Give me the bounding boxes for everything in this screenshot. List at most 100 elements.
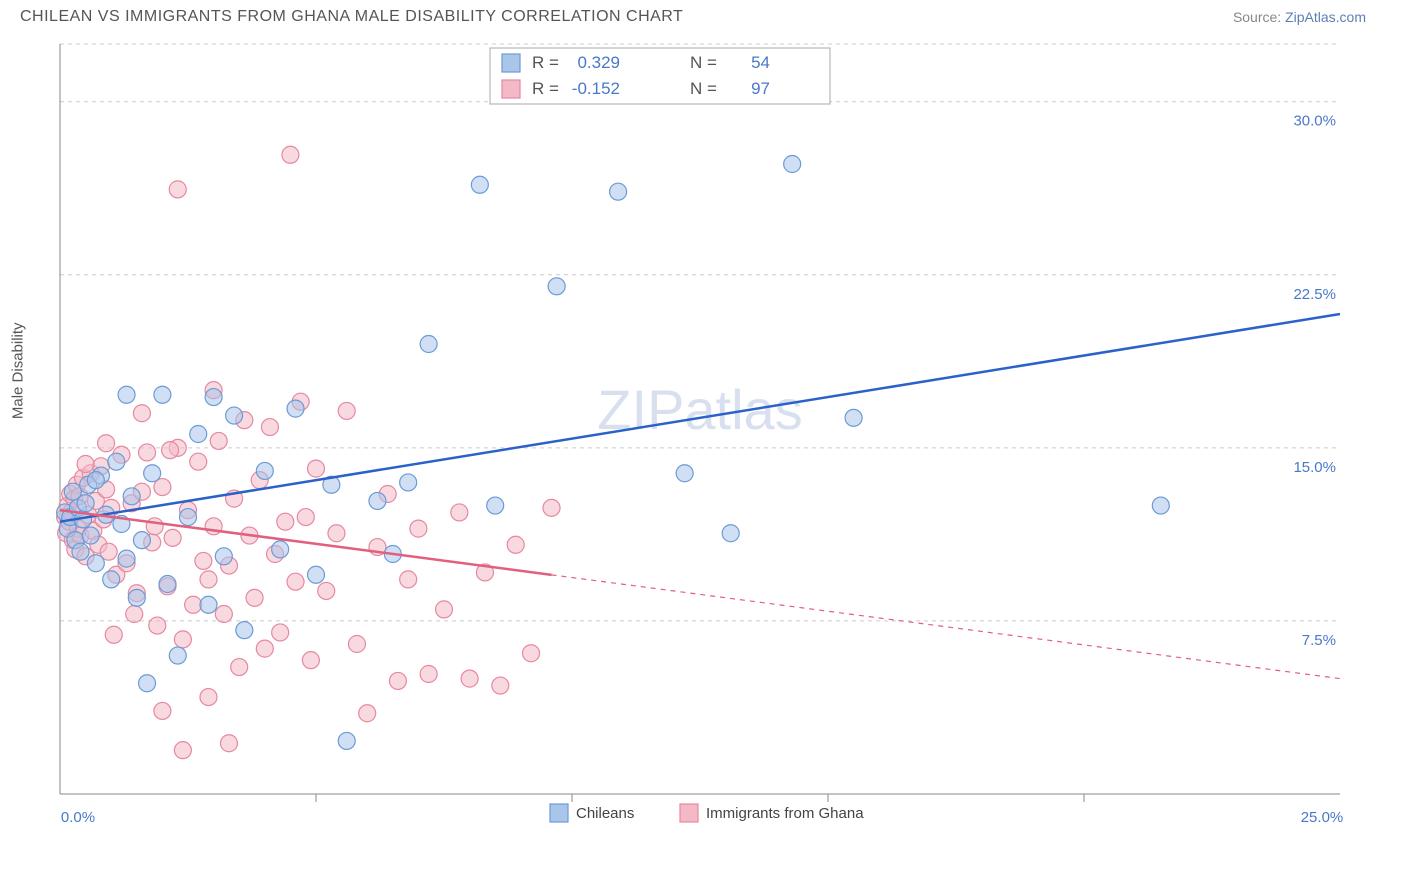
scatter-point bbox=[784, 156, 801, 173]
source-link[interactable]: ZipAtlas.com bbox=[1285, 9, 1366, 25]
scatter-point bbox=[400, 571, 417, 588]
scatter-point bbox=[287, 573, 304, 590]
scatter-point bbox=[133, 405, 150, 422]
y-tick-label: 30.0% bbox=[1293, 113, 1336, 130]
scatter-point bbox=[338, 402, 355, 419]
scatter-point bbox=[200, 571, 217, 588]
scatter-point bbox=[164, 529, 181, 546]
legend-swatch bbox=[550, 804, 568, 822]
scatter-point bbox=[82, 527, 99, 544]
scatter-point bbox=[1152, 497, 1169, 514]
scatter-point bbox=[144, 465, 161, 482]
scatter-point bbox=[154, 702, 171, 719]
scatter-point bbox=[328, 525, 345, 542]
scatter-point bbox=[282, 146, 299, 163]
scatter-point bbox=[420, 666, 437, 683]
scatter-point bbox=[215, 606, 232, 623]
x-tick-label: 0.0% bbox=[61, 809, 95, 826]
trend-line-extrapolated bbox=[552, 575, 1340, 679]
scatter-point bbox=[180, 509, 197, 526]
scatter-point bbox=[308, 566, 325, 583]
scatter-point bbox=[139, 675, 156, 692]
scatter-point bbox=[410, 520, 427, 537]
scatter-point bbox=[318, 582, 335, 599]
scatter-point bbox=[487, 497, 504, 514]
legend-swatch bbox=[502, 54, 520, 72]
scatter-chart: 7.5%15.0%22.5%30.0%0.0%25.0%ZIPatlasR =0… bbox=[50, 34, 1366, 884]
scatter-point bbox=[108, 453, 125, 470]
scatter-point bbox=[72, 543, 89, 560]
scatter-point bbox=[105, 626, 122, 643]
watermark: ZIPatlas bbox=[597, 378, 802, 441]
scatter-point bbox=[200, 689, 217, 706]
legend-label: Immigrants from Ghana bbox=[706, 805, 864, 822]
scatter-point bbox=[77, 495, 94, 512]
scatter-point bbox=[174, 631, 191, 648]
y-tick-label: 15.0% bbox=[1293, 459, 1336, 476]
scatter-point bbox=[169, 181, 186, 198]
scatter-point bbox=[128, 589, 145, 606]
scatter-point bbox=[471, 176, 488, 193]
scatter-point bbox=[195, 552, 212, 569]
scatter-point bbox=[205, 389, 222, 406]
scatter-point bbox=[297, 509, 314, 526]
scatter-point bbox=[159, 576, 176, 593]
scatter-point bbox=[272, 624, 289, 641]
scatter-point bbox=[261, 419, 278, 436]
scatter-point bbox=[507, 536, 524, 553]
scatter-point bbox=[308, 460, 325, 477]
scatter-point bbox=[220, 735, 237, 752]
stats-n-label: N = bbox=[690, 79, 717, 98]
scatter-point bbox=[256, 640, 273, 657]
stats-r-value: 0.329 bbox=[577, 53, 620, 72]
scatter-point bbox=[87, 555, 104, 572]
scatter-point bbox=[139, 444, 156, 461]
scatter-point bbox=[126, 606, 143, 623]
scatter-point bbox=[169, 647, 186, 664]
y-tick-label: 22.5% bbox=[1293, 286, 1336, 303]
scatter-point bbox=[190, 426, 207, 443]
scatter-point bbox=[236, 622, 253, 639]
scatter-point bbox=[348, 636, 365, 653]
source-attribution: Source: ZipAtlas.com bbox=[1233, 9, 1366, 25]
chart-title: CHILEAN VS IMMIGRANTS FROM GHANA MALE DI… bbox=[20, 8, 683, 26]
scatter-point bbox=[215, 548, 232, 565]
stats-r-label: R = bbox=[532, 53, 559, 72]
scatter-point bbox=[523, 645, 540, 662]
scatter-point bbox=[190, 453, 207, 470]
scatter-point bbox=[123, 488, 140, 505]
scatter-point bbox=[400, 474, 417, 491]
scatter-point bbox=[226, 407, 243, 424]
scatter-point bbox=[389, 672, 406, 689]
scatter-point bbox=[676, 465, 693, 482]
stats-r-label: R = bbox=[532, 79, 559, 98]
stats-n-label: N = bbox=[690, 53, 717, 72]
scatter-point bbox=[77, 456, 94, 473]
scatter-point bbox=[103, 571, 120, 588]
scatter-point bbox=[461, 670, 478, 687]
scatter-point bbox=[118, 386, 135, 403]
y-tick-label: 7.5% bbox=[1302, 632, 1336, 649]
scatter-point bbox=[359, 705, 376, 722]
scatter-point bbox=[118, 550, 135, 567]
scatter-point bbox=[492, 677, 509, 694]
y-axis-label: Male Disability bbox=[10, 322, 27, 419]
scatter-point bbox=[277, 513, 294, 530]
legend-swatch bbox=[680, 804, 698, 822]
legend-label: Chileans bbox=[576, 805, 634, 822]
scatter-point bbox=[272, 541, 289, 558]
stats-r-value: -0.152 bbox=[572, 79, 620, 98]
stats-n-value: 97 bbox=[751, 79, 770, 98]
scatter-point bbox=[610, 183, 627, 200]
scatter-point bbox=[338, 732, 355, 749]
scatter-point bbox=[246, 589, 263, 606]
scatter-point bbox=[256, 462, 273, 479]
scatter-point bbox=[436, 601, 453, 618]
scatter-point bbox=[174, 742, 191, 759]
scatter-point bbox=[548, 278, 565, 295]
scatter-point bbox=[287, 400, 304, 417]
scatter-point bbox=[451, 504, 468, 521]
scatter-point bbox=[87, 472, 104, 489]
scatter-point bbox=[845, 409, 862, 426]
scatter-point bbox=[420, 336, 437, 353]
